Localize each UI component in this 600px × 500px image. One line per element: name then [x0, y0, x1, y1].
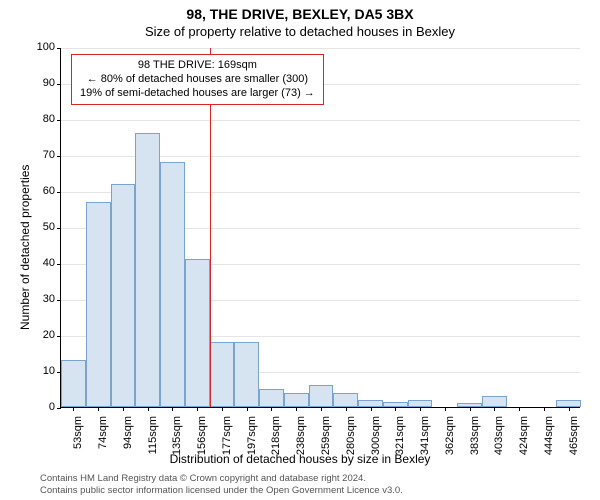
x-tick-mark [271, 407, 272, 411]
histogram-bar [556, 400, 581, 407]
x-tick-label: 156sqm [196, 416, 208, 466]
x-tick-label: 218sqm [270, 416, 282, 466]
x-tick-label: 74sqm [97, 416, 109, 466]
chart-container: 98, THE DRIVE, BEXLEY, DA5 3BX Size of p… [0, 0, 600, 500]
y-tick-mark [57, 192, 61, 193]
y-tick-mark [57, 48, 61, 49]
y-tick-mark [57, 336, 61, 337]
histogram-bar [408, 400, 433, 407]
histogram-bar [333, 393, 358, 407]
x-tick-label: 177sqm [221, 416, 233, 466]
x-tick-mark [321, 407, 322, 411]
histogram-bar [259, 389, 284, 407]
x-tick-label: 362sqm [444, 416, 456, 466]
histogram-bar [185, 259, 210, 407]
footer-line-2: Contains public sector information licen… [40, 485, 403, 496]
x-tick-mark [371, 407, 372, 411]
x-tick-mark [172, 407, 173, 411]
x-tick-mark [494, 407, 495, 411]
y-tick-label: 80 [15, 113, 55, 125]
x-tick-mark [222, 407, 223, 411]
gridline [61, 48, 580, 49]
x-tick-label: 197sqm [246, 416, 258, 466]
y-tick-label: 100 [15, 41, 55, 53]
y-tick-label: 0 [15, 401, 55, 413]
histogram-bar [482, 396, 507, 407]
x-tick-mark [123, 407, 124, 411]
x-tick-mark [197, 407, 198, 411]
x-tick-label: 444sqm [543, 416, 555, 466]
x-tick-mark [470, 407, 471, 411]
callout-line-3: 19% of semi-detached houses are larger (… [80, 87, 315, 101]
x-tick-label: 341sqm [419, 416, 431, 466]
x-tick-label: 135sqm [171, 416, 183, 466]
x-tick-mark [420, 407, 421, 411]
x-tick-label: 300sqm [370, 416, 382, 466]
x-tick-label: 115sqm [147, 416, 159, 466]
x-tick-mark [296, 407, 297, 411]
x-tick-mark [569, 407, 570, 411]
x-tick-label: 238sqm [295, 416, 307, 466]
y-tick-label: 30 [15, 293, 55, 305]
histogram-bar [284, 393, 309, 407]
histogram-bar [86, 202, 111, 407]
y-tick-mark [57, 408, 61, 409]
histogram-bar [309, 385, 334, 407]
histogram-bar [358, 400, 383, 407]
y-tick-mark [57, 84, 61, 85]
y-tick-label: 50 [15, 221, 55, 233]
y-tick-label: 60 [15, 185, 55, 197]
x-tick-mark [346, 407, 347, 411]
y-tick-mark [57, 156, 61, 157]
x-tick-label: 321sqm [394, 416, 406, 466]
y-tick-mark [57, 228, 61, 229]
y-tick-label: 10 [15, 365, 55, 377]
histogram-bar [61, 360, 86, 407]
x-tick-mark [247, 407, 248, 411]
x-tick-mark [519, 407, 520, 411]
x-tick-label: 259sqm [320, 416, 332, 466]
x-tick-mark [445, 407, 446, 411]
x-tick-label: 383sqm [469, 416, 481, 466]
x-tick-label: 53sqm [72, 416, 84, 466]
callout-line-2: ← 80% of detached houses are smaller (30… [80, 73, 315, 87]
footer-attribution: Contains HM Land Registry data © Crown c… [40, 473, 403, 496]
y-tick-mark [57, 120, 61, 121]
chart-title: 98, THE DRIVE, BEXLEY, DA5 3BX [0, 6, 600, 22]
footer-line-1: Contains HM Land Registry data © Crown c… [40, 473, 403, 484]
histogram-bar [234, 342, 259, 407]
x-tick-mark [98, 407, 99, 411]
y-tick-mark [57, 300, 61, 301]
y-tick-label: 70 [15, 149, 55, 161]
x-tick-label: 403sqm [493, 416, 505, 466]
x-tick-mark [73, 407, 74, 411]
callout-box: 98 THE DRIVE: 169sqm ← 80% of detached h… [71, 54, 324, 105]
y-tick-label: 90 [15, 77, 55, 89]
callout-line-1: 98 THE DRIVE: 169sqm [80, 59, 315, 73]
x-tick-mark [395, 407, 396, 411]
y-tick-label: 20 [15, 329, 55, 341]
histogram-bar [160, 162, 185, 407]
histogram-bar [135, 133, 160, 407]
x-tick-mark [544, 407, 545, 411]
x-tick-mark [148, 407, 149, 411]
x-tick-label: 424sqm [518, 416, 530, 466]
chart-subtitle: Size of property relative to detached ho… [0, 24, 600, 39]
y-tick-mark [57, 264, 61, 265]
plot-area: 98 THE DRIVE: 169sqm ← 80% of detached h… [60, 48, 580, 408]
x-tick-label: 280sqm [345, 416, 357, 466]
x-tick-label: 94sqm [122, 416, 134, 466]
histogram-bar [111, 184, 136, 407]
gridline [61, 120, 580, 121]
histogram-bar [210, 342, 235, 407]
x-tick-label: 465sqm [568, 416, 580, 466]
y-tick-label: 40 [15, 257, 55, 269]
